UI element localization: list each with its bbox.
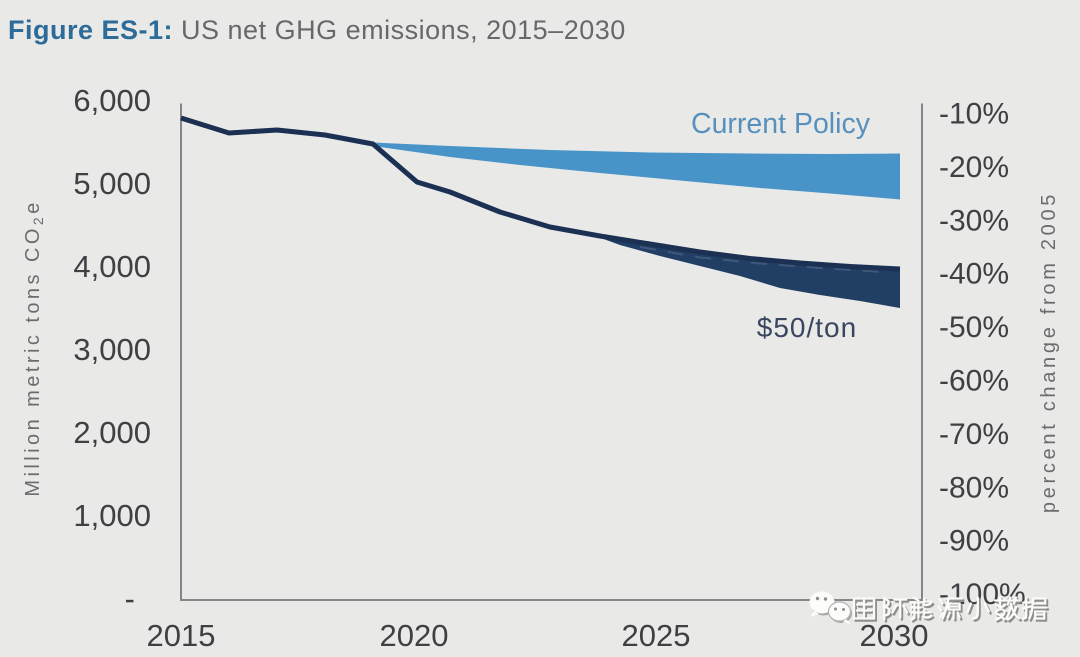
svg-text:-90%: -90% (939, 525, 1009, 558)
svg-text:Million metric tons CO2e: Million metric tons CO2e (22, 199, 46, 496)
svg-text:2030: 2030 (860, 618, 929, 653)
svg-text:percent change from 2005: percent change from 2005 (1038, 191, 1060, 513)
svg-text:1,000: 1,000 (73, 498, 151, 533)
svg-text:3,000: 3,000 (73, 332, 151, 367)
svg-text:4,000: 4,000 (73, 249, 151, 284)
svg-text:-60%: -60% (939, 365, 1009, 398)
svg-text:-20%: -20% (939, 151, 1009, 184)
svg-text:-40%: -40% (939, 258, 1009, 291)
svg-text:2,000: 2,000 (73, 415, 151, 450)
svg-text:Current Policy: Current Policy (691, 108, 871, 140)
svg-text:$50/ton: $50/ton (757, 312, 857, 343)
svg-text:-80%: -80% (939, 471, 1009, 504)
svg-text:-30%: -30% (939, 204, 1009, 237)
svg-text:Figure ES-1: US net GHG emissi: Figure ES-1: US net GHG emissions, 2015–… (8, 15, 626, 45)
svg-text:-50%: -50% (939, 311, 1009, 344)
svg-text:5,000: 5,000 (73, 166, 151, 201)
svg-text:6,000: 6,000 (73, 83, 151, 118)
svg-text:-10%: -10% (939, 98, 1009, 131)
svg-text:2020: 2020 (380, 618, 449, 653)
svg-text:2015: 2015 (147, 618, 216, 653)
svg-text:2025: 2025 (622, 618, 691, 653)
svg-text:-70%: -70% (939, 418, 1009, 451)
